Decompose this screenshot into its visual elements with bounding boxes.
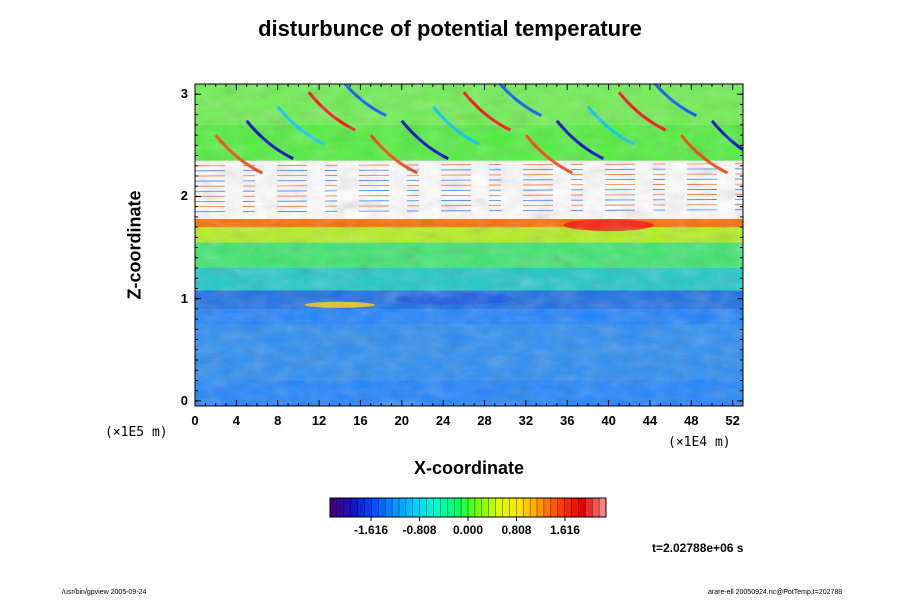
colorbar-cell xyxy=(488,498,497,517)
colorbar-cell xyxy=(481,498,490,517)
x-tick-label: 52 xyxy=(725,413,740,428)
x-tick-label: 24 xyxy=(435,413,451,428)
colorbar-cell xyxy=(564,498,572,517)
x-tick-label: 0 xyxy=(191,413,199,428)
x-tick-label: 20 xyxy=(394,413,410,428)
colorbar-cell xyxy=(461,498,469,517)
x-tick-label: 48 xyxy=(684,413,699,428)
colorbar-tick-label: -1.616 xyxy=(354,523,389,537)
colorbar-cell xyxy=(385,498,393,517)
colorbar-cell xyxy=(357,498,365,517)
footer-right: arare-ell 20050924.nc@PotTemp,t=202788 xyxy=(708,589,843,596)
chart-title: disturbunce of potential temperature xyxy=(258,16,642,41)
x-axis-label: X-coordinate xyxy=(413,458,524,478)
colorbar-cell xyxy=(592,498,600,517)
x-tick-label: 16 xyxy=(353,413,368,428)
colorbar-cell xyxy=(509,498,517,517)
x-tick-label: 8 xyxy=(274,413,282,428)
colorbar-cell xyxy=(371,498,379,517)
colorbar-cell xyxy=(454,498,462,517)
colorbar-cell xyxy=(557,498,566,517)
field-streak xyxy=(741,106,743,109)
colorbar-cell xyxy=(447,498,455,517)
colorbar-cell xyxy=(516,498,524,517)
colorbar-cell xyxy=(392,498,400,517)
y-unit-label: (×1E5 m) xyxy=(105,425,168,440)
footer-left: /usr/bin/gpview 2005-09-24 xyxy=(62,589,147,596)
x-tick-label: 28 xyxy=(477,413,492,428)
heatmap-field xyxy=(195,84,743,406)
colorbar-cell xyxy=(350,498,359,517)
colorbar-cell xyxy=(440,498,448,517)
colorbar-cell xyxy=(571,498,579,517)
colorbar-cell xyxy=(399,498,407,517)
colorbar-cell xyxy=(474,498,483,517)
colorbar-tick-label: -0.808 xyxy=(402,523,437,537)
y-tick-label: 2 xyxy=(180,188,188,204)
colorbar-cell xyxy=(599,498,607,517)
y-tick-label: 3 xyxy=(180,86,188,102)
colorbar-cell xyxy=(530,498,538,517)
x-tick-label: 12 xyxy=(311,413,327,428)
colorbar-cell xyxy=(523,498,531,517)
colorbar-cell xyxy=(578,498,586,517)
colorbar-cell xyxy=(330,498,338,517)
colorbar-cell xyxy=(433,498,441,517)
colorbar-cell xyxy=(343,498,352,517)
colorbar-cell xyxy=(550,498,559,517)
x-tick-label: 32 xyxy=(518,413,534,428)
colorbar-cell xyxy=(502,498,510,517)
x-tick-label: 36 xyxy=(559,413,575,428)
colorbar-tick-label: 1.616 xyxy=(549,523,580,537)
x-axis-ticks xyxy=(194,84,734,406)
colorbar-cell xyxy=(419,498,428,517)
y-tick-label: 1 xyxy=(180,290,188,306)
colorbar-tick-label: 0.808 xyxy=(501,523,532,537)
x-tick-label: 44 xyxy=(642,413,658,428)
colorbar-cell xyxy=(364,498,372,517)
y-axis-ticks xyxy=(195,93,743,402)
colorbar-cell xyxy=(543,498,552,517)
x-tick-label: 4 xyxy=(232,413,240,428)
colorbar-cell xyxy=(412,498,421,517)
colorbar-cell xyxy=(495,498,503,517)
y-tick-label: 0 xyxy=(180,392,188,408)
colorbar-cell xyxy=(426,498,434,517)
colorbar-cell xyxy=(468,498,476,517)
colorbar-tick-label: 0.000 xyxy=(452,523,484,537)
plot-frame xyxy=(194,83,744,407)
colorbar-cell xyxy=(537,498,545,517)
colorbar-cell xyxy=(405,498,414,517)
field-texture xyxy=(195,84,743,406)
colorbar xyxy=(329,497,607,521)
time-label: t=2.02788e+06 s xyxy=(652,541,744,555)
x-unit-label: (×1E4 m) xyxy=(668,435,731,450)
colorbar-cell xyxy=(585,498,593,517)
colorbar-cell xyxy=(336,498,345,517)
colorbar-cell xyxy=(378,498,386,517)
x-tick-label: 40 xyxy=(601,413,616,428)
